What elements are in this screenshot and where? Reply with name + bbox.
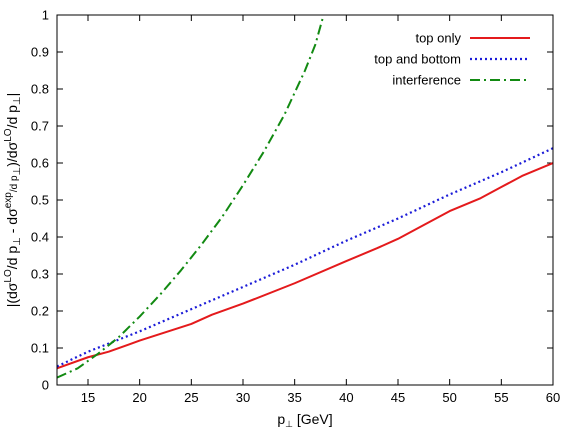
x-tick-label: 20 [132,390,146,405]
x-tick-label: 35 [287,390,301,405]
x-tick-label: 55 [494,390,508,405]
y-tick-label: 0.1 [31,341,49,356]
x-axis-label: /d pp⊥ [GeV] [277,411,332,429]
x-tick-label: 40 [339,390,353,405]
plot-frame [56,14,554,386]
y-tick-label: 0.9 [31,45,49,60]
legend-label: top and bottom [374,52,461,67]
legend: top only top and bottom interference [374,31,530,88]
series-layer [57,15,553,379]
y-tick-label: 0.4 [31,230,49,245]
x-tick-label: 50 [442,390,456,405]
y-tick-label: 0 [42,378,49,393]
legend-label: top only [415,31,461,46]
y-tick-label: 0.5 [31,193,49,208]
series-line-top-only [57,162,553,370]
y-tick-label: 0.3 [31,267,49,282]
x-tick-label: 45 [391,390,405,405]
series-line-top-and-bottom [57,147,553,368]
ticks-layer: 15 20 25 30 35 40 45 50 55 60 0 0.1 0.2 0.3 0.4 0.5 0.6 0… [31,8,560,406]
x-tick-label: 30 [236,390,250,405]
y-tick-label: 1 [42,8,49,23]
y-tick-label: 0.2 [31,304,49,319]
y-axis-label: |(dσLO/d p⊥ - dσexp/d p⊥)/dσLO/d p⊥| [3,93,23,308]
y-tick-label: 0.7 [31,119,49,134]
x-tick-label: 25 [184,390,198,405]
y-tick-label: 0.8 [31,82,49,97]
series-line-interference [57,15,325,379]
x-tick-label: 15 [81,390,95,405]
y-tick-label: 0.6 [31,156,49,171]
x-tick-label: 60 [546,390,560,405]
legend-label: interference [392,73,461,88]
